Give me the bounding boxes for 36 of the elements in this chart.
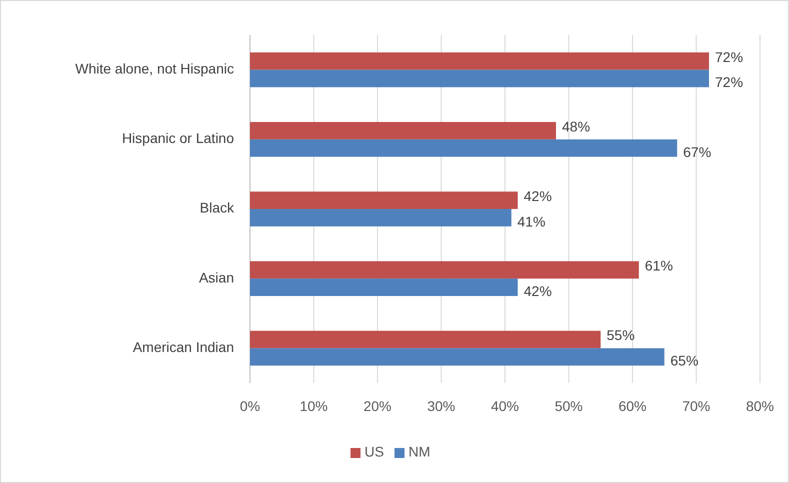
data-label: 67%: [683, 144, 712, 160]
y-tick-label: American Indian: [132, 338, 234, 355]
bar: [250, 192, 518, 209]
x-tick-label: 40%: [490, 398, 520, 414]
bar: [250, 70, 709, 88]
y-tick-label: White alone, not Hispanic: [75, 60, 234, 77]
data-label: 55%: [606, 327, 635, 344]
bar: [250, 209, 512, 226]
bar: [250, 139, 678, 157]
x-tick-label: 50%: [554, 398, 583, 414]
y-tick-label: Asian: [198, 269, 234, 286]
x-tick-label: 30%: [427, 398, 456, 414]
bar: [250, 278, 518, 296]
bar: [250, 330, 601, 348]
data-label: 48%: [562, 118, 590, 134]
bar: [250, 52, 709, 70]
legend-label: NM: [408, 444, 430, 460]
y-tick-label: Hispanic or Latino: [122, 130, 234, 146]
data-label: 61%: [644, 258, 673, 274]
x-tick-label: 20%: [363, 398, 392, 414]
x-tick-label: 10%: [300, 398, 328, 414]
x-tick-label: 0%: [240, 398, 260, 414]
legend-label: US: [364, 444, 384, 460]
data-label: 41%: [517, 213, 546, 230]
data-label: 72%: [715, 74, 744, 90]
x-tick-label: 70%: [682, 398, 710, 414]
bar: [250, 261, 639, 279]
data-label: 42%: [524, 188, 552, 204]
bar: [250, 348, 664, 366]
bar: [250, 122, 556, 140]
x-tick-label: 60%: [618, 398, 647, 414]
data-label: 42%: [524, 283, 552, 300]
y-tick-label: Black: [200, 200, 235, 216]
data-label: 65%: [670, 352, 698, 369]
x-tick-label: 80%: [746, 398, 774, 414]
data-label: 72%: [715, 48, 744, 65]
